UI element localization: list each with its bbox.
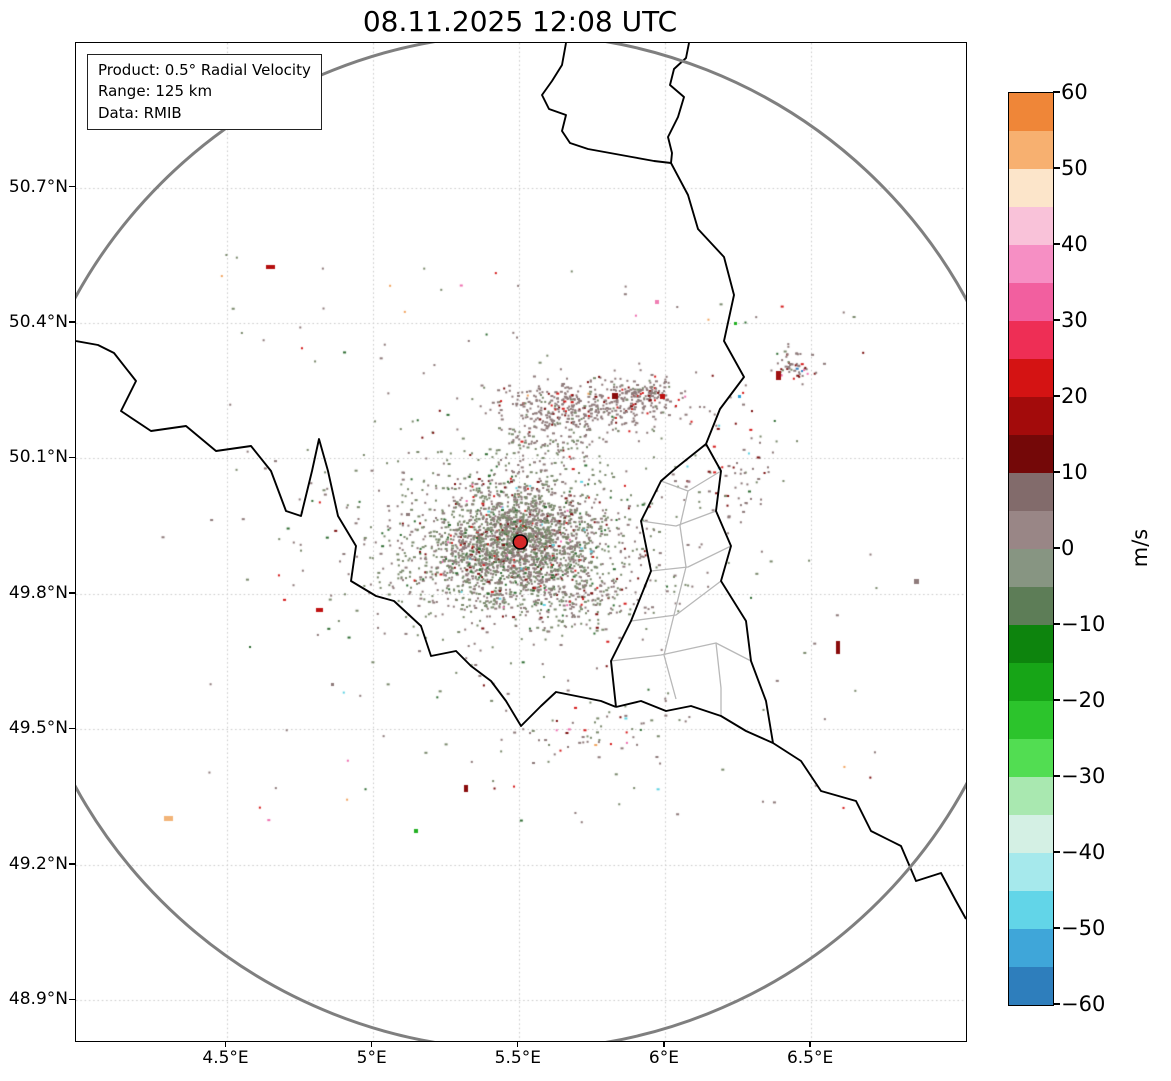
region-border bbox=[610, 642, 752, 662]
y-tick-label: 50.4°N bbox=[8, 311, 68, 332]
x-tick-mark bbox=[809, 1041, 811, 1047]
colorbar-segment bbox=[1009, 853, 1053, 891]
colorbar-segment bbox=[1009, 359, 1053, 397]
colorbar-tick-label: 0 bbox=[1061, 536, 1075, 560]
country-border bbox=[670, 162, 745, 445]
colorbar-tick-mark bbox=[1053, 623, 1060, 625]
x-tick-mark bbox=[224, 1041, 227, 1047]
colorbar-tick-label: 40 bbox=[1061, 232, 1088, 256]
y-tick-mark bbox=[69, 456, 75, 459]
colorbar-tick-label: 50 bbox=[1061, 156, 1088, 180]
x-tick-label: 5.5°E bbox=[494, 1048, 541, 1068]
colorbar-segment bbox=[1009, 967, 1053, 1005]
region-border bbox=[640, 510, 717, 527]
colorbar bbox=[1008, 92, 1054, 1006]
product-line: Product: 0.5° Radial Velocity bbox=[98, 61, 311, 79]
y-tick-mark bbox=[69, 998, 75, 1001]
radar-site-dot bbox=[512, 534, 529, 550]
y-tick-mark bbox=[69, 321, 75, 323]
y-tick-mark bbox=[69, 185, 75, 188]
region-border bbox=[715, 642, 722, 716]
colorbar-tick-label: 20 bbox=[1061, 384, 1088, 408]
colorbar-tick-mark bbox=[1053, 319, 1060, 321]
y-tick-mark bbox=[69, 863, 75, 865]
y-tick-label: 49.5°N bbox=[8, 718, 68, 739]
x-tick-label: 4.5°E bbox=[202, 1048, 249, 1068]
colorbar-segment bbox=[1009, 701, 1053, 739]
colorbar-segment bbox=[1009, 321, 1053, 359]
colorbar-tick-mark bbox=[1053, 1003, 1060, 1005]
x-tick-label: 6°E bbox=[648, 1048, 679, 1068]
plot-title: 08.11.2025 12:08 UTC bbox=[362, 5, 678, 38]
y-tick-label: 50.7°N bbox=[8, 176, 68, 197]
range-line: Range: 125 km bbox=[98, 82, 213, 101]
colorbar-segment bbox=[1009, 473, 1053, 511]
colorbar-segment bbox=[1009, 777, 1053, 815]
colorbar-tick-mark bbox=[1053, 547, 1060, 549]
colorbar-tick-label: −30 bbox=[1061, 764, 1106, 788]
colorbar-segment bbox=[1009, 739, 1053, 777]
colorbar-segment bbox=[1009, 397, 1053, 435]
colorbar-segment bbox=[1009, 207, 1053, 245]
colorbar-tick-mark bbox=[1053, 775, 1060, 777]
colorbar-segment bbox=[1009, 625, 1053, 663]
colorbar-tick-mark bbox=[1053, 927, 1060, 929]
colorbar-segment bbox=[1009, 93, 1053, 131]
colorbar-segment bbox=[1009, 169, 1053, 207]
colorbar-segment bbox=[1009, 549, 1053, 587]
colorbar-tick-mark bbox=[1053, 471, 1060, 473]
colorbar-segment bbox=[1009, 435, 1053, 473]
colorbar-units-label: m/s bbox=[1128, 528, 1152, 568]
y-tick-label: 49.8°N bbox=[8, 582, 68, 603]
colorbar-segment bbox=[1009, 511, 1053, 549]
colorbar-segment bbox=[1009, 131, 1053, 169]
country-border bbox=[615, 700, 966, 920]
colorbar-tick-label: 30 bbox=[1061, 308, 1088, 332]
country-border bbox=[76, 340, 617, 727]
country-border bbox=[705, 443, 774, 744]
x-tick-mark bbox=[663, 1041, 665, 1047]
colorbar-tick-mark bbox=[1053, 167, 1060, 169]
colorbar-tick-mark bbox=[1053, 851, 1060, 853]
region-border bbox=[650, 545, 732, 572]
map-plot: Product: 0.5° Radial Velocity Range: 125… bbox=[75, 42, 967, 1042]
colorbar-tick-label: 10 bbox=[1061, 460, 1088, 484]
x-tick-mark bbox=[370, 1041, 373, 1047]
colorbar-segment bbox=[1009, 283, 1053, 321]
region-border bbox=[630, 580, 722, 622]
country-border bbox=[541, 43, 672, 164]
colorbar-tick-label: −10 bbox=[1061, 612, 1106, 636]
data-source-line: Data: RMIB bbox=[98, 103, 182, 122]
colorbar-tick-mark bbox=[1053, 91, 1060, 93]
colorbar-segment bbox=[1009, 891, 1053, 929]
y-tick-label: 49.2°N bbox=[8, 853, 68, 874]
region-border bbox=[663, 490, 689, 700]
y-tick-label: 48.9°N bbox=[8, 989, 68, 1010]
info-box: Product: 0.5° Radial Velocity Range: 125… bbox=[87, 54, 322, 130]
country-border bbox=[610, 443, 707, 708]
y-tick-mark bbox=[69, 592, 75, 594]
colorbar-tick-label: −40 bbox=[1061, 840, 1106, 864]
colorbar-tick-label: −50 bbox=[1061, 916, 1106, 940]
colorbar-segment bbox=[1009, 929, 1053, 967]
y-tick-mark bbox=[69, 727, 75, 730]
colorbar-tick-mark bbox=[1053, 243, 1060, 245]
colorbar-segment bbox=[1009, 245, 1053, 283]
colorbar-tick-label: −20 bbox=[1061, 688, 1106, 712]
colorbar-tick-label: −60 bbox=[1061, 992, 1106, 1016]
colorbar-tick-mark bbox=[1053, 395, 1060, 397]
x-tick-mark bbox=[517, 1041, 519, 1047]
x-tick-label: 6.5°E bbox=[786, 1048, 834, 1068]
map-overlay-svg bbox=[76, 43, 966, 1041]
y-tick-label: 50.1°N bbox=[8, 447, 68, 468]
colorbar-segment bbox=[1009, 663, 1053, 701]
colorbar-tick-mark bbox=[1053, 699, 1060, 701]
x-tick-label: 5°E bbox=[356, 1048, 387, 1068]
colorbar-tick-label: 60 bbox=[1061, 80, 1088, 104]
colorbar-segment bbox=[1009, 815, 1053, 853]
colorbar-segment bbox=[1009, 587, 1053, 625]
